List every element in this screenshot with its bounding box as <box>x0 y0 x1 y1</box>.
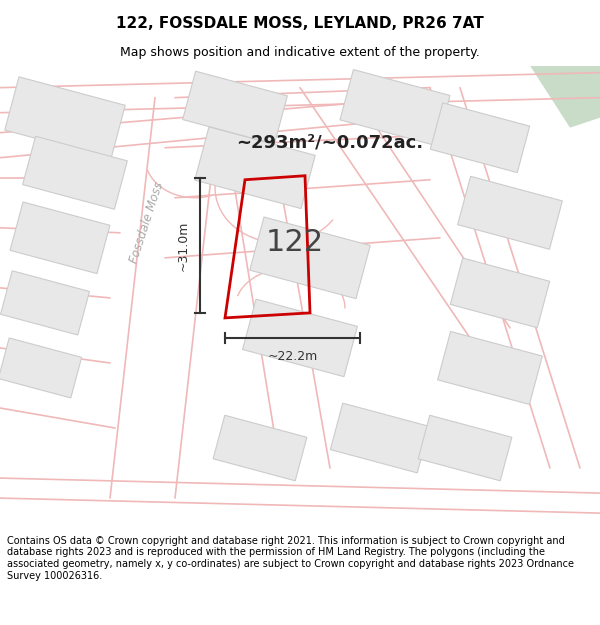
Text: Contains OS data © Crown copyright and database right 2021. This information is : Contains OS data © Crown copyright and d… <box>7 536 574 581</box>
Polygon shape <box>458 176 562 249</box>
Polygon shape <box>195 127 315 209</box>
Polygon shape <box>430 103 530 172</box>
Text: ~293m²/~0.072ac.: ~293m²/~0.072ac. <box>236 134 424 152</box>
Text: Fossdale Moss: Fossdale Moss <box>128 181 166 265</box>
Text: ~31.0m: ~31.0m <box>177 220 190 271</box>
Text: 122: 122 <box>266 228 324 258</box>
Text: ~22.2m: ~22.2m <box>268 350 317 363</box>
Polygon shape <box>213 415 307 481</box>
Polygon shape <box>418 415 512 481</box>
Polygon shape <box>437 331 542 404</box>
Polygon shape <box>530 66 600 128</box>
Polygon shape <box>242 299 358 377</box>
Polygon shape <box>10 202 110 274</box>
Text: Map shows position and indicative extent of the property.: Map shows position and indicative extent… <box>120 46 480 59</box>
Polygon shape <box>250 217 370 299</box>
Polygon shape <box>331 403 430 473</box>
Polygon shape <box>182 71 287 144</box>
Polygon shape <box>5 77 125 159</box>
Polygon shape <box>340 69 450 146</box>
Polygon shape <box>1 271 89 335</box>
Polygon shape <box>0 338 82 398</box>
Polygon shape <box>23 136 127 209</box>
Polygon shape <box>451 258 550 328</box>
Text: 122, FOSSDALE MOSS, LEYLAND, PR26 7AT: 122, FOSSDALE MOSS, LEYLAND, PR26 7AT <box>116 16 484 31</box>
